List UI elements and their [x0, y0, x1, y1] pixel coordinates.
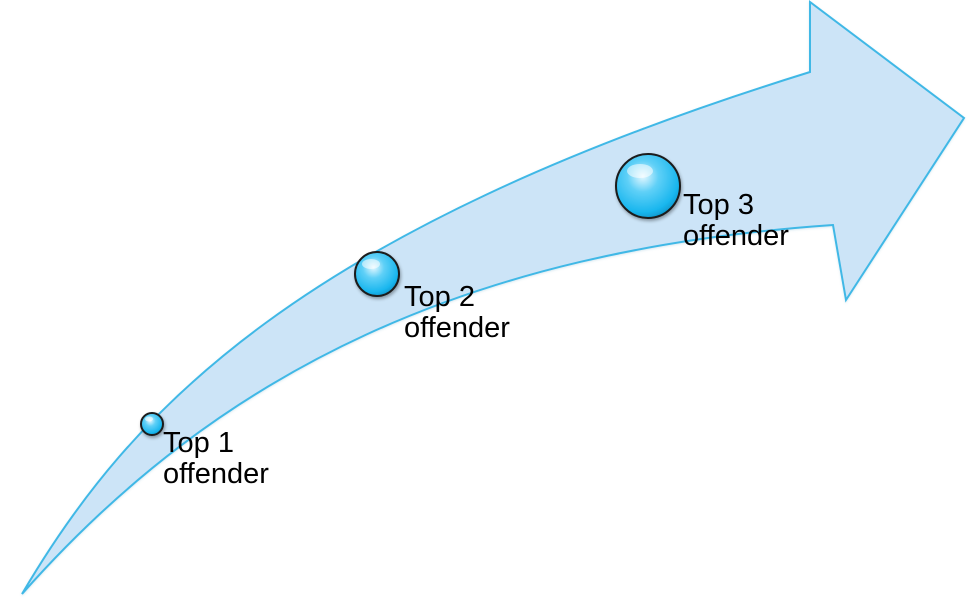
marker-label-1-line2: offender — [163, 458, 269, 490]
marker-label-3: Top 3 offender — [683, 190, 789, 252]
curved-growth-arrow — [21, 0, 966, 595]
marker-label-1: Top 1 offender — [163, 428, 269, 490]
marker-label-3-line1: Top 3 — [683, 189, 754, 221]
marker-label-2: Top 2 offender — [404, 282, 510, 344]
marker-label-2-line2: offender — [404, 312, 510, 344]
marker-label-2-line1: Top 2 — [404, 281, 475, 313]
marker-bead-3 — [615, 153, 681, 219]
marker-bead-1 — [140, 412, 164, 436]
marker-label-3-line2: offender — [683, 220, 789, 252]
marker-bead-2 — [354, 251, 400, 297]
marker-label-1-line1: Top 1 — [163, 427, 234, 459]
